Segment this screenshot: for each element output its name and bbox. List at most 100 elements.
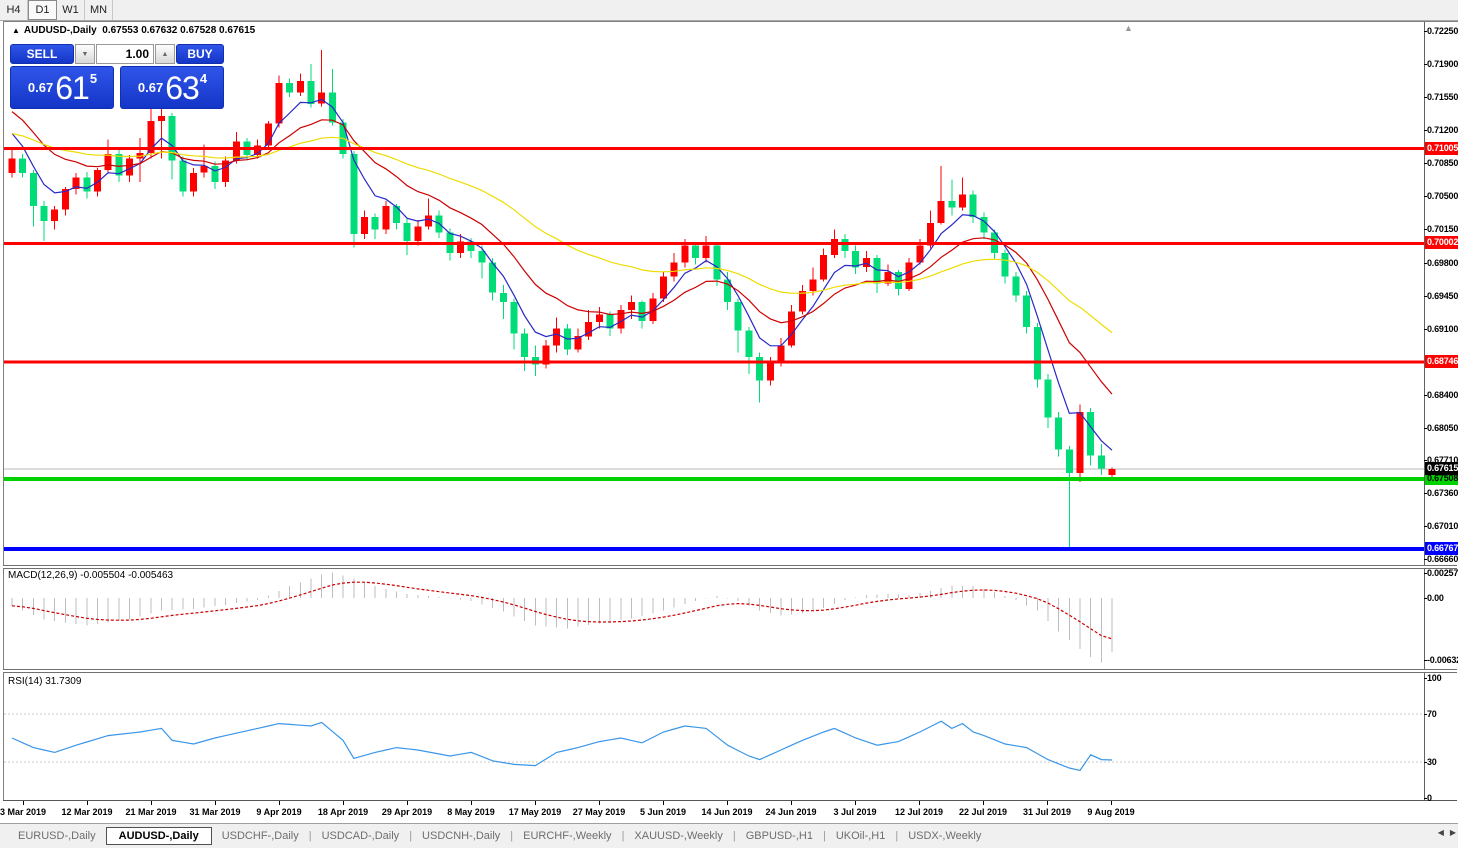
axis-tick-mark [1424, 296, 1427, 297]
one-click-trading-panel: SELL ▼ 1.00 ▲ BUY 0.67 61 5 0.67 63 4 [10, 44, 224, 109]
panel-splitter-rsi[interactable] [3, 669, 1457, 673]
sell-price-button[interactable]: 0.67 61 5 [10, 66, 114, 109]
price-tick-label: 0.66660 [1427, 554, 1458, 564]
buy-price-pip: 4 [199, 71, 208, 86]
panel-splitter-macd[interactable] [3, 565, 1457, 569]
date-tick-mark [599, 801, 600, 805]
date-label: 24 Jun 2019 [765, 807, 817, 817]
price-tick-label: 0.70850 [1427, 158, 1458, 168]
timeframe-button-mn[interactable]: MN [85, 0, 113, 20]
axis-tick-mark [1424, 460, 1427, 461]
volume-input[interactable]: 1.00 [96, 44, 154, 64]
date-tick-mark [279, 801, 280, 805]
tab-divider: | [510, 830, 514, 842]
axis-tick-mark [1424, 526, 1427, 527]
chart-tab-usdx-weekly[interactable]: USDX-,Weekly [908, 830, 982, 842]
axis-tick-mark [1424, 598, 1427, 599]
chart-tab-usdcad-daily[interactable]: USDCAD-,Daily [321, 830, 400, 842]
main-chart-canvas[interactable] [4, 22, 1424, 800]
chart-ohlc-values: 0.67553 0.67632 0.67528 0.67615 [102, 25, 256, 36]
date-tick-mark [1047, 801, 1048, 805]
current-price-label: 0.67615 [1425, 462, 1458, 475]
axis-tick-mark [1424, 428, 1427, 429]
volume-increase-button[interactable]: ▲ [155, 44, 175, 64]
axis-tick-mark [1424, 714, 1427, 715]
price-tick-label: 0.67360 [1427, 488, 1458, 498]
price-tick-label: 70 [1427, 709, 1437, 719]
date-label: 18 Apr 2019 [317, 807, 369, 817]
tab-divider: | [409, 830, 413, 842]
tab-scroll-left-icon[interactable]: ◀ [1437, 828, 1444, 837]
tab-scroll-right-icon[interactable]: ▶ [1449, 828, 1456, 837]
buy-button[interactable]: BUY [176, 44, 224, 64]
price-tick-label: 0.70150 [1427, 224, 1458, 234]
level-price-label: 0.66767 [1425, 542, 1458, 555]
ma-slow-line [11, 133, 1113, 334]
chart-tab-usdcnh-daily[interactable]: USDCNH-,Daily [422, 830, 501, 842]
date-tick-mark [215, 801, 216, 805]
volume-decrease-button[interactable]: ▼ [75, 44, 95, 64]
macd-label: MACD(12,26,9) -0.005504 -0.005463 [8, 570, 174, 581]
axis-tick-mark [1424, 678, 1427, 679]
axis-tick-mark [1424, 130, 1427, 131]
sell-button[interactable]: SELL [10, 44, 74, 64]
chart-tab-usdchf-daily[interactable]: USDCHF-,Daily [221, 830, 299, 842]
timeframe-button-d1[interactable]: D1 [28, 0, 57, 20]
rsi-label: RSI(14) 31.7309 [8, 676, 82, 687]
level-price-label: 0.68746 [1425, 355, 1458, 368]
date-label: 29 Apr 2019 [381, 807, 433, 817]
axis-tick-mark [1424, 97, 1427, 98]
symbol-collapse-icon[interactable]: ▲ [12, 26, 20, 35]
price-tick-label: 0 [1427, 793, 1432, 803]
buy-price-button[interactable]: 0.67 63 4 [120, 66, 224, 109]
axis-tick-mark [1424, 31, 1427, 32]
timeframe-button-w1[interactable]: W1 [57, 0, 85, 20]
chart-tab-audusd-daily[interactable]: AUDUSD-,Daily [105, 827, 212, 845]
price-tick-label: 0.71200 [1427, 125, 1458, 135]
axis-tick-mark [1424, 762, 1427, 763]
date-label: 27 May 2019 [572, 807, 626, 817]
level-price-label: 0.67508 [1425, 472, 1458, 485]
chart-title: ▲ AUDUSD-,Daily 0.67553 0.67632 0.67528 0… [12, 25, 255, 36]
date-label: 31 Mar 2019 [189, 807, 241, 817]
chart-tab-eurchf-weekly[interactable]: EURCHF-,Weekly [523, 830, 612, 842]
axis-tick-mark [1424, 196, 1427, 197]
price-tick-label: 0.69800 [1427, 258, 1458, 268]
chart-symbol: AUDUSD-,Daily [23, 25, 97, 36]
price-tick-label: 30 [1427, 757, 1437, 767]
price-tick-label: 0.67710 [1427, 455, 1458, 465]
chart-tab-gbpusd-h1[interactable]: GBPUSD-,H1 [745, 830, 813, 842]
chart-tab-eurusd-daily[interactable]: EURUSD-,Daily [18, 830, 96, 842]
tab-scroll-buttons: ◀ ▶ [1438, 828, 1456, 837]
tab-divider: | [895, 830, 899, 842]
price-tick-label: 0.71900 [1427, 59, 1458, 69]
price-tick-label: 0.69100 [1427, 324, 1458, 334]
price-tick-label: 0.68400 [1427, 390, 1458, 400]
date-tick-mark [855, 801, 856, 805]
price-tick-label: 0.67010 [1427, 521, 1458, 531]
sell-price-pip: 5 [89, 71, 98, 86]
chart-shift-marker-icon[interactable]: ▲ [1124, 23, 1133, 33]
date-label: 12 Mar 2019 [61, 807, 113, 817]
date-axis: 3 Mar 2019 12 Mar 2019 21 Mar 2019 31 Mar 2… [0, 800, 1457, 823]
date-label: 9 Aug 2019 [1087, 807, 1135, 817]
axis-tick-mark [1424, 263, 1427, 264]
buy-price-main: 63 [165, 69, 200, 106]
date-tick-mark [343, 801, 344, 805]
date-label: 22 Jul 2019 [958, 807, 1008, 817]
price-axis-line [1424, 22, 1425, 800]
axis-tick-mark [1424, 329, 1427, 330]
chart-tab-xauusd-weekly[interactable]: XAUUSD-,Weekly [634, 830, 723, 842]
timeframe-toolbar: H4 D1 W1 MN [0, 0, 1458, 21]
date-label: 9 Apr 2019 [256, 807, 302, 817]
level-price-label: 0.71005 [1425, 142, 1458, 155]
timeframe-button-h4[interactable]: H4 [0, 0, 28, 20]
date-label: 3 Jul 2019 [833, 807, 877, 817]
price-tick-label: 0.002574 [1427, 568, 1458, 578]
date-tick-mark [471, 801, 472, 805]
date-tick-mark [151, 801, 152, 805]
ma-fast-line [11, 98, 1113, 451]
chart-tab-ukoil-h1[interactable]: UKOil-,H1 [835, 830, 886, 842]
price-tick-label: -0.00632 [1427, 655, 1458, 665]
